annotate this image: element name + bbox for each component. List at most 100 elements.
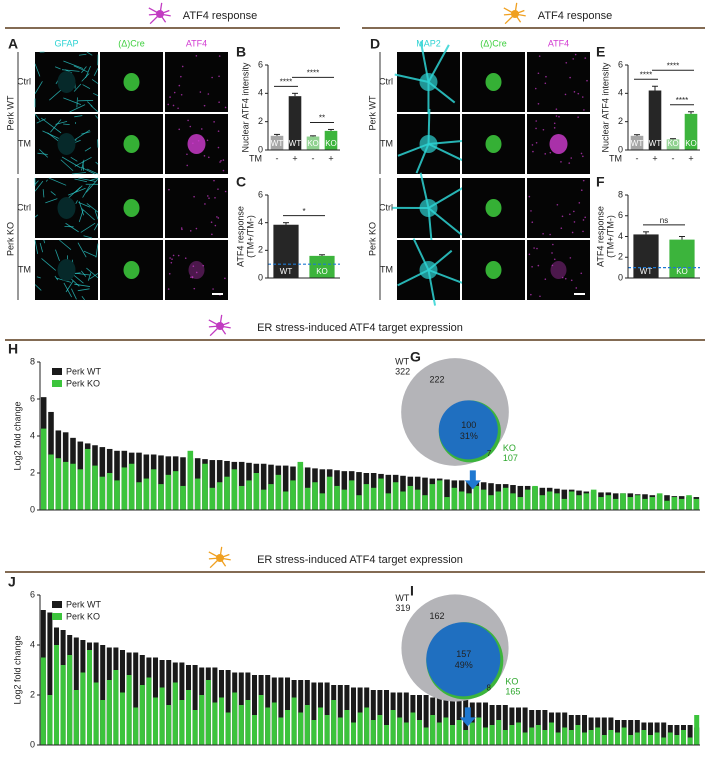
bar xyxy=(634,495,641,510)
bar xyxy=(608,730,614,745)
puncta xyxy=(583,109,585,111)
bar xyxy=(502,487,509,510)
bar xyxy=(627,497,634,510)
bar xyxy=(562,727,568,745)
filament xyxy=(34,180,44,192)
bar xyxy=(524,489,531,510)
bar xyxy=(522,732,528,745)
bar xyxy=(661,737,667,745)
puncta xyxy=(211,233,213,236)
puncta xyxy=(217,130,220,132)
venn-a-name: WT xyxy=(395,593,409,603)
y-tick-label: 4 xyxy=(618,88,623,98)
puncta xyxy=(561,215,564,218)
column-header: MAP2 xyxy=(416,38,441,48)
bar xyxy=(383,690,390,745)
puncta xyxy=(542,128,545,131)
puncta xyxy=(537,72,540,75)
bar xyxy=(70,463,76,510)
y-axis-label: Log2 fold change xyxy=(12,635,22,704)
section-title: ER stress-induced ATF4 target expression xyxy=(257,322,463,334)
bar xyxy=(326,476,333,510)
bar xyxy=(576,495,582,510)
soma xyxy=(419,261,438,279)
puncta xyxy=(177,107,179,110)
group-label: Perk WT xyxy=(5,95,15,131)
bar xyxy=(278,677,284,745)
bar xyxy=(192,710,198,745)
bar xyxy=(146,677,152,745)
puncta xyxy=(220,160,222,162)
puncta xyxy=(555,115,558,117)
bar xyxy=(311,682,317,745)
puncta xyxy=(560,161,562,163)
puncta xyxy=(180,93,183,96)
bar xyxy=(671,497,678,510)
bar xyxy=(385,474,392,510)
bar-label: KO xyxy=(667,139,679,148)
bar xyxy=(654,732,660,745)
panel-letter: J xyxy=(8,574,16,590)
significance-label: **** xyxy=(280,77,292,86)
bar xyxy=(649,497,656,510)
bar xyxy=(357,712,363,745)
bar xyxy=(667,732,673,745)
micrograph-bg xyxy=(165,52,228,112)
bar xyxy=(648,90,662,150)
venn-b-only: 7 xyxy=(487,449,492,458)
bar xyxy=(324,682,330,745)
micrograph xyxy=(100,52,163,112)
filament xyxy=(39,149,49,158)
bar xyxy=(275,474,282,510)
bar xyxy=(482,702,489,745)
filament xyxy=(73,65,88,73)
bar xyxy=(687,737,693,745)
filament xyxy=(82,184,91,198)
row-label: TM xyxy=(380,138,393,148)
filament xyxy=(34,214,39,218)
bar xyxy=(319,493,326,510)
filament xyxy=(95,161,99,165)
significance-label: ** xyxy=(319,114,325,123)
legend-swatch xyxy=(52,601,62,608)
section-title: ATF4 response xyxy=(183,10,257,22)
filament xyxy=(43,239,46,244)
bar xyxy=(48,454,54,510)
puncta xyxy=(531,221,534,224)
filament xyxy=(34,81,43,94)
bar xyxy=(397,717,403,745)
puncta xyxy=(171,258,173,260)
bar xyxy=(253,473,260,510)
bar xyxy=(410,712,416,745)
bar xyxy=(172,471,179,510)
puncta xyxy=(537,102,540,105)
neuron-body xyxy=(156,10,164,18)
puncta xyxy=(214,197,216,199)
venn-overlap-count: 157 xyxy=(456,649,471,659)
bar xyxy=(641,730,647,745)
bar xyxy=(225,712,231,745)
puncta xyxy=(181,228,183,231)
bar xyxy=(232,692,238,745)
bar xyxy=(60,665,66,745)
venn-b-total: 107 xyxy=(503,453,518,463)
filament xyxy=(40,117,62,134)
venn-overlap-percent: 31% xyxy=(460,431,478,441)
puncta xyxy=(206,195,209,197)
filament xyxy=(63,282,72,298)
column-header: ATF4 xyxy=(186,38,207,48)
filament xyxy=(61,156,81,169)
bar xyxy=(324,130,338,150)
x-tick-label: - xyxy=(636,153,639,163)
arrow xyxy=(459,707,476,727)
bar xyxy=(612,498,619,510)
filament xyxy=(61,69,80,72)
filament xyxy=(70,156,78,162)
puncta xyxy=(169,257,171,259)
puncta xyxy=(207,93,210,95)
bar xyxy=(370,720,376,745)
puncta xyxy=(530,293,532,296)
puncta xyxy=(538,55,541,57)
filament xyxy=(78,53,87,56)
bar xyxy=(443,717,449,745)
